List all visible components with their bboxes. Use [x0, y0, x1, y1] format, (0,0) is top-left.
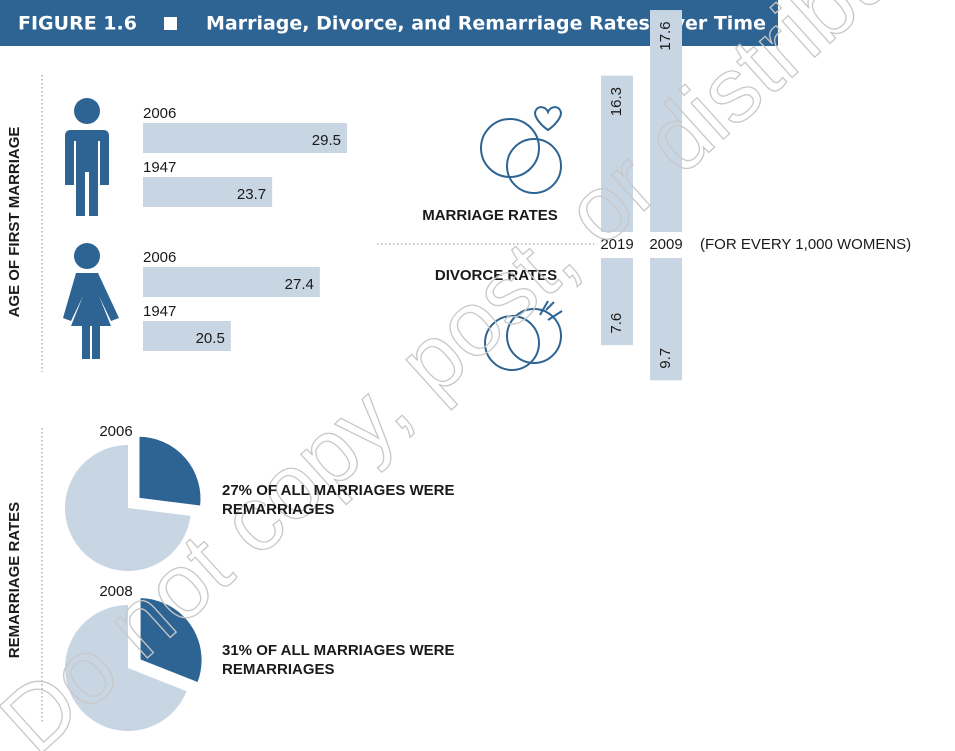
axis-label: AGE OF FIRST MARRIAGE	[6, 127, 23, 318]
category-label: 1947	[143, 159, 176, 176]
value-label: 27% OF ALL MARRIAGES WERE REMARRIAGES	[222, 482, 455, 518]
bar	[143, 321, 231, 351]
bar	[650, 10, 682, 232]
bar	[601, 75, 633, 232]
category-label: 2019	[600, 236, 633, 253]
category-label: 1947	[143, 303, 176, 320]
value-label: 17.6	[657, 21, 674, 50]
pie-slice	[137, 434, 203, 508]
bar	[601, 258, 633, 346]
bar	[650, 258, 682, 381]
figure-number: FIGURE 1.6	[18, 13, 137, 35]
category-label: 2006	[143, 105, 176, 122]
value-label: 16.3	[608, 87, 625, 116]
bar	[143, 177, 273, 207]
series-label: MARRIAGE RATES	[422, 207, 558, 224]
bar	[143, 267, 320, 297]
bar	[143, 123, 347, 153]
rings-icon	[480, 106, 562, 194]
header-bar	[0, 0, 778, 46]
value-label: 31% OF ALL MARRIAGES WERE REMARRIAGES	[222, 642, 455, 678]
header-square	[164, 17, 177, 30]
category-label: 2009	[649, 236, 682, 253]
man-icon	[65, 98, 109, 216]
pie-rest	[64, 445, 191, 571]
pie-slice	[138, 596, 204, 685]
header-title: Marriage, Divorce, and Remarriage Rates …	[206, 13, 766, 35]
value-label: 27.4	[285, 276, 314, 293]
value-label: 7.6	[608, 313, 625, 334]
series-label: DIVORCE RATES	[435, 267, 557, 284]
broken-rings-icon	[484, 300, 563, 371]
value-label: 23.7	[237, 186, 266, 203]
woman-icon	[63, 243, 119, 359]
value-label: 9.7	[657, 348, 674, 369]
axis-label: REMARRIAGE RATES	[6, 502, 23, 658]
value-label: 29.5	[312, 132, 341, 149]
category-label: 2006	[143, 249, 176, 266]
pie-year: 2008	[99, 583, 132, 600]
pie-year: 2006	[99, 423, 132, 440]
value-label: 20.5	[196, 330, 225, 347]
note: (FOR EVERY 1,000 WOMENS)	[700, 236, 911, 253]
pie-rest	[64, 605, 187, 731]
